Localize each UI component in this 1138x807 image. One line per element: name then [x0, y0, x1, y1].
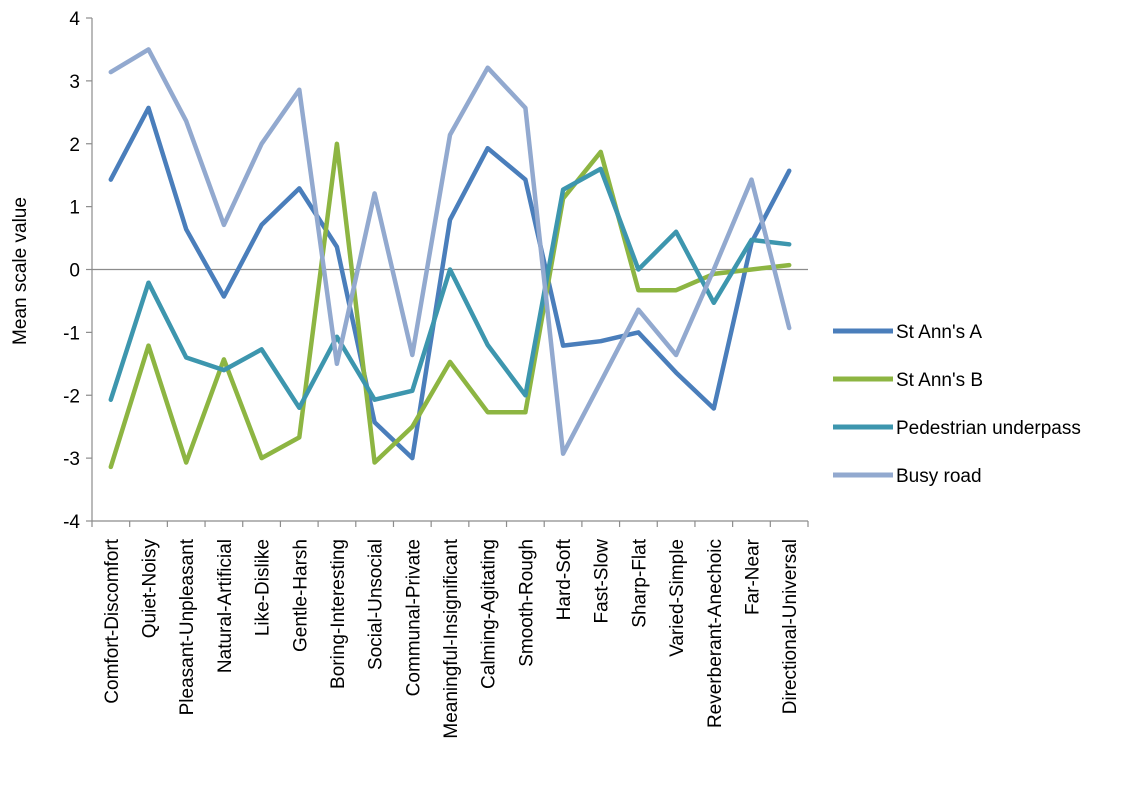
- y-tick-label: -1: [63, 323, 80, 344]
- x-category-label: Social-Unsocial: [366, 539, 387, 670]
- y-tick-label: 3: [69, 72, 80, 93]
- y-axis-title: Mean scale value: [10, 197, 31, 345]
- x-category-label: Quiet-Noisy: [140, 539, 161, 639]
- y-tick-label: -3: [63, 449, 80, 470]
- x-category-label: Far-Near: [742, 538, 763, 615]
- y-tick-label: 0: [69, 261, 80, 282]
- legend-label: Pedestrian underpass: [896, 418, 1081, 439]
- y-tick-label: 4: [69, 9, 80, 30]
- legend-label: St Ann's A: [896, 322, 982, 343]
- x-axis: Comfort-Discomfort Quiet-Noisy Pleasant-Un…: [91, 268, 809, 739]
- x-category-label: Reverberant-Anechoic: [705, 539, 726, 728]
- legend-label: St Ann's B: [896, 370, 983, 391]
- y-tick-label: -2: [63, 386, 80, 407]
- series-line-1: [108, 141, 792, 470]
- x-category-label: Natural-Artificial: [215, 539, 236, 673]
- x-category-label: Gentle-Harsh: [290, 539, 311, 652]
- x-category-label: Smooth-Rough: [516, 539, 537, 667]
- x-category-label: Hard-Soft: [554, 538, 575, 620]
- y-tick-label: 2: [69, 135, 80, 156]
- x-category-label: Directional-Universal: [780, 539, 801, 714]
- x-category-label: Like-Dislike: [253, 539, 274, 636]
- x-category-label: Communal-Private: [403, 539, 424, 696]
- x-category-label: Meaningful-Insignificant: [441, 538, 462, 738]
- x-category-label: Pleasant-Unpleasant: [177, 538, 198, 715]
- x-category-label: Comfort-Discomfort: [102, 538, 123, 703]
- y-tick-label: -4: [63, 512, 80, 533]
- series-line-0: [108, 105, 792, 461]
- x-category-label: Varied-Simple: [667, 539, 688, 657]
- series-line-3: [108, 47, 792, 456]
- series-line-2: [108, 166, 792, 411]
- y-tick-label: 1: [69, 198, 80, 219]
- y-axis: -4 -3 -2 -1 0 1 2 3 4: [63, 9, 93, 533]
- plot-area: [108, 47, 792, 470]
- legend: St Ann's A St Ann's B Pedestrian underpass…: [833, 322, 1081, 487]
- x-category-label: Sharp-Flat: [629, 538, 650, 627]
- legend-label: Busy road: [896, 466, 982, 487]
- x-category-label: Boring-Interesting: [328, 539, 349, 689]
- x-category-label: Fast-Slow: [592, 539, 613, 624]
- x-category-label: Calming-Agitating: [479, 539, 500, 689]
